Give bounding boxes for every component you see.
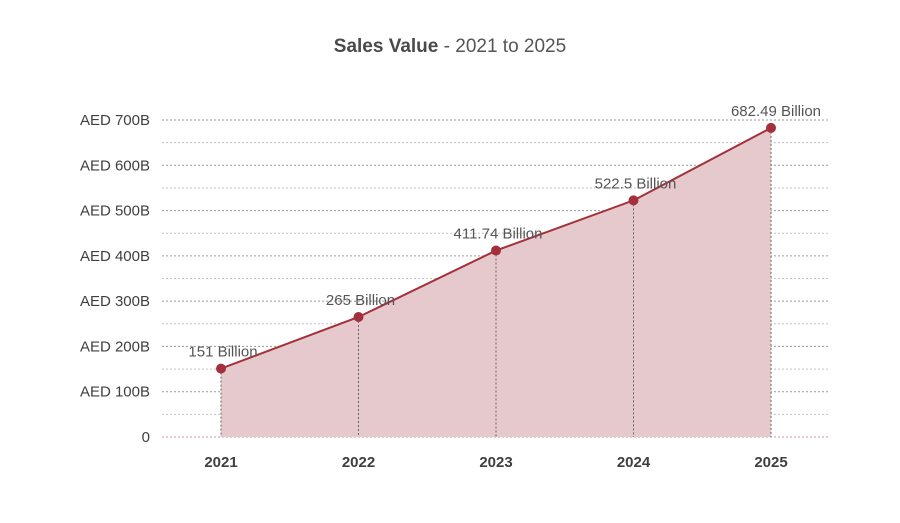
- y-tick-label: 0: [142, 429, 150, 446]
- data-point-2024: [628, 195, 639, 206]
- y-tick-label: AED 500B: [80, 203, 150, 220]
- data-point-2023: [491, 245, 501, 256]
- data-point-2025: [766, 122, 776, 133]
- y-tick-label: AED 400B: [80, 248, 150, 265]
- y-tick-label: AED 200B: [80, 338, 150, 355]
- data-point-2022: [353, 311, 364, 322]
- drop-line-layer: [220, 127, 772, 437]
- y-tick-label: AED 100B: [80, 384, 150, 401]
- x-tick-label: 2023: [479, 454, 512, 471]
- x-tick-label: 2025: [754, 454, 787, 471]
- y-tick-label: AED 300B: [80, 293, 150, 310]
- data-label-2022: 265 Billion: [326, 292, 395, 309]
- chart-title: Sales Value: [333, 36, 439, 57]
- x-tick-label: 2021: [204, 454, 237, 471]
- data-point-2021: [216, 363, 226, 374]
- x-tick-label: 2024: [617, 454, 651, 471]
- x-tick-label: 2022: [342, 454, 375, 471]
- y-axis: 0 AED 100B AED 200B AED 300B AED 400B AED 500…: [80, 112, 150, 446]
- marker-layer: [216, 122, 776, 374]
- data-label-2024: 522.5 Billion: [595, 175, 677, 192]
- data-label-2021: 151 Billion: [188, 344, 257, 361]
- y-tick-label: AED 600B: [80, 157, 150, 174]
- chart-subtitle: 2021 to 2025: [455, 36, 567, 57]
- chart-title-block: Sales Value - 2021 to 2025: [0, 36, 900, 58]
- data-label-2025: 682.49 Billion: [731, 103, 821, 120]
- x-axis: 2021 2022 2023 2024 2025: [204, 454, 787, 471]
- data-label-layer: 151 Billion 265 Billion 411.74 Billion 522.…: [188, 103, 821, 361]
- data-label-2023: 411.74 Billion: [454, 226, 543, 243]
- chart-title-separator: -: [438, 36, 456, 57]
- y-tick-label: AED 700B: [80, 112, 150, 129]
